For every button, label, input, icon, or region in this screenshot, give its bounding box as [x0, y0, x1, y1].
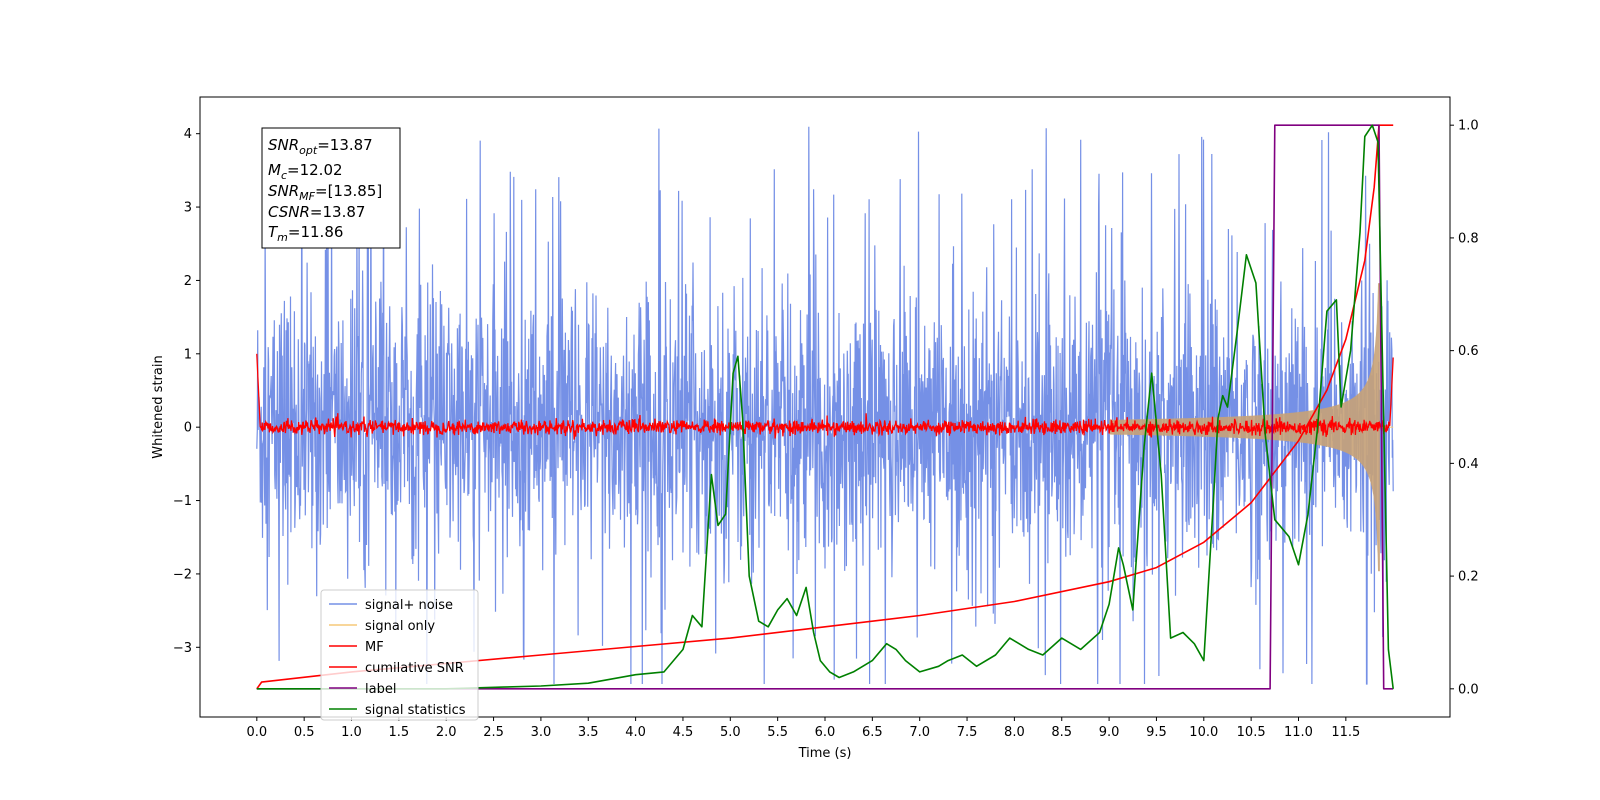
- series-signal-statistics: [256, 124, 1394, 690]
- x-axis: 0.0 0.5 1.0 1.5 2.0 2.5 3.0 3.5 4.0 4.5 5.0 5.5 6.0 6…: [246, 717, 1360, 740]
- y-tick-label: 3: [184, 201, 192, 216]
- x-tick-label: 1.0: [341, 725, 362, 740]
- series-signal-noise: [256, 126, 1394, 685]
- y-tick-label: 1: [184, 347, 192, 362]
- y2-tick-label: 0.2: [1458, 570, 1479, 585]
- x-tick-label: 7.0: [909, 725, 930, 740]
- annotation-tm: Tm=11.86: [268, 223, 343, 244]
- x-tick-label: 6.5: [862, 725, 883, 740]
- x-tick-label: 6.0: [815, 725, 836, 740]
- annotation-snr-opt: SNRopt=13.87: [268, 136, 373, 157]
- x-tick-label: 8.5: [1051, 725, 1072, 740]
- legend-frame: [320, 589, 479, 721]
- y-tick-label: 2: [184, 274, 192, 289]
- x-tick-label: 2.5: [483, 725, 504, 740]
- x-tick-label: 4.5: [673, 725, 694, 740]
- x-tick-label: 8.0: [1004, 725, 1025, 740]
- x-tick-label: 9.5: [1146, 725, 1167, 740]
- legend-label-cumilative-snr: cumilative SNR: [365, 661, 464, 676]
- legend-label-signal-only: signal only: [365, 619, 435, 634]
- x-tick-label: 11.0: [1284, 725, 1313, 740]
- annotation-snr-mf: SNRMF=[13.85]: [268, 182, 382, 203]
- x-tick-label: 7.5: [957, 725, 978, 740]
- series-label: [256, 124, 1394, 690]
- annotation-box: SNRopt=13.87 Mc=12.02 SNRMF=[13.85] CSNR…: [261, 127, 401, 249]
- x-tick-label: 3.0: [531, 725, 552, 740]
- signal-only-envelope: [1109, 283, 1380, 572]
- y2-tick-label: 0.6: [1458, 344, 1479, 359]
- x-tick-label: 5.5: [767, 725, 788, 740]
- x-tick-label: 5.0: [720, 725, 741, 740]
- x-tick-label: 2.0: [436, 725, 457, 740]
- legend: signal+ noise signal only MF cumilative …: [320, 589, 479, 721]
- x-tick-label: 10.0: [1189, 725, 1218, 740]
- mf-line: [256, 353, 1394, 440]
- y-tick-label: −1: [173, 494, 192, 509]
- series-mf: [256, 353, 1394, 440]
- x-tick-label: 11.5: [1331, 725, 1360, 740]
- y-axis-left: −3 −2 −1 0 1 2 3 4: [173, 127, 200, 656]
- legend-label-signal-statistics: signal statistics: [365, 703, 466, 718]
- x-tick-label: 10.5: [1237, 725, 1266, 740]
- x-tick-label: 0.0: [246, 725, 267, 740]
- y-axis-right: 0.0 0.2 0.4 0.6 0.8 1.0: [1450, 119, 1479, 697]
- legend-label-label: label: [365, 682, 396, 697]
- y-tick-label: 0: [184, 421, 192, 436]
- y2-tick-label: 1.0: [1458, 119, 1479, 134]
- y-tick-label: −3: [173, 641, 192, 656]
- annotation-mc: Mc=12.02: [268, 161, 343, 182]
- y2-tick-label: 0.4: [1458, 457, 1479, 472]
- x-tick-label: 9.0: [1099, 725, 1120, 740]
- signal-noise-line: [256, 126, 1394, 685]
- annotation-csnr: CSNR=13.87: [268, 203, 365, 221]
- signal-statistics-line: [256, 124, 1394, 690]
- y-axis-label: Whitened strain: [151, 355, 166, 458]
- y-tick-label: 4: [184, 127, 192, 142]
- y-tick-label: −2: [173, 567, 192, 582]
- annotation-box-frame: [261, 127, 401, 249]
- x-tick-label: 4.0: [625, 725, 646, 740]
- x-tick-label: 0.5: [294, 725, 315, 740]
- x-tick-label: 3.5: [578, 725, 599, 740]
- y2-tick-label: 0.0: [1458, 682, 1479, 697]
- y2-tick-label: 0.8: [1458, 231, 1479, 246]
- legend-label-signal-noise: signal+ noise: [365, 598, 453, 613]
- legend-label-mf: MF: [365, 640, 384, 655]
- x-tick-label: 1.5: [389, 725, 410, 740]
- x-axis-label: Time (s): [798, 746, 852, 761]
- label-line: [256, 124, 1394, 690]
